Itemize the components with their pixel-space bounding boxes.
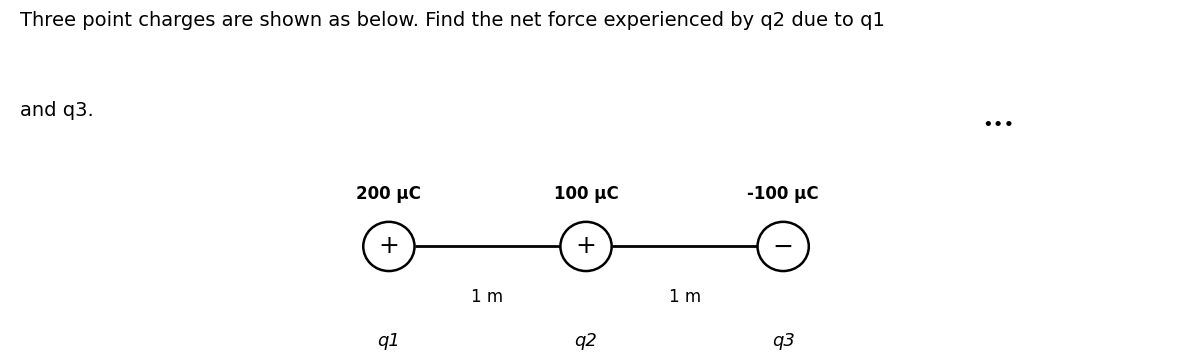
- Text: q3: q3: [772, 332, 794, 350]
- Text: 200 μC: 200 μC: [356, 185, 421, 203]
- Text: −: −: [773, 234, 793, 258]
- Text: •••: •••: [983, 116, 1014, 134]
- Text: 1 m: 1 m: [668, 288, 701, 306]
- Text: +: +: [378, 234, 400, 258]
- Text: q1: q1: [378, 332, 401, 350]
- Text: q2: q2: [575, 332, 598, 350]
- Text: 100 μC: 100 μC: [553, 185, 618, 203]
- Circle shape: [560, 222, 612, 271]
- Circle shape: [757, 222, 809, 271]
- Text: 1 m: 1 m: [472, 288, 504, 306]
- Text: -100 μC: -100 μC: [748, 185, 818, 203]
- Text: Three point charges are shown as below. Find the net force experienced by q2 due: Three point charges are shown as below. …: [20, 11, 886, 30]
- Circle shape: [364, 222, 414, 271]
- Text: +: +: [576, 234, 596, 258]
- Text: and q3.: and q3.: [20, 101, 94, 120]
